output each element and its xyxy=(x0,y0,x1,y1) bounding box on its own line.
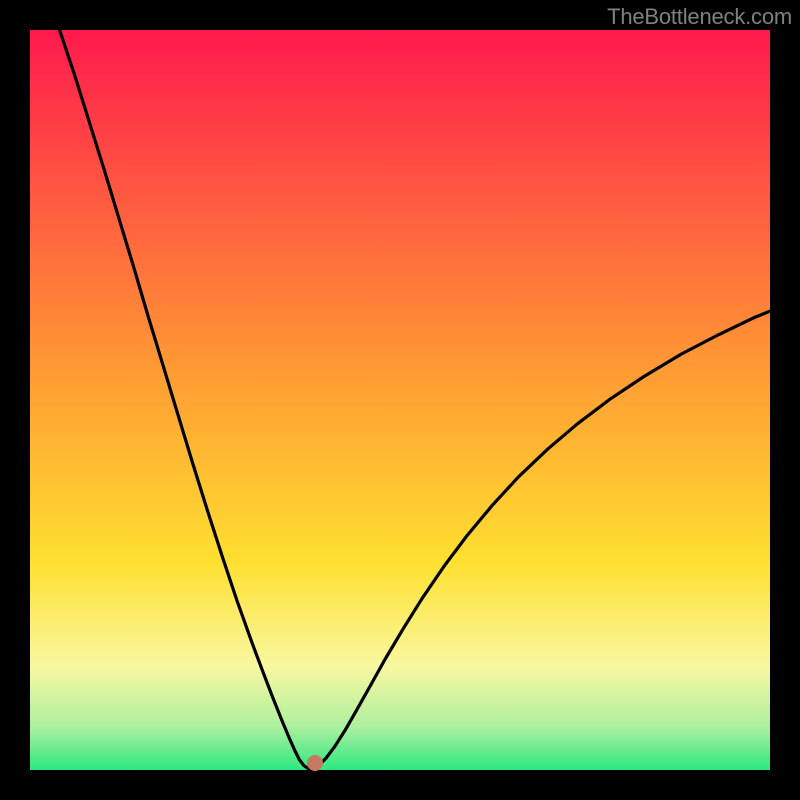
bottleneck-curve xyxy=(60,30,770,769)
optimal-point-marker xyxy=(307,755,323,771)
watermark-text: TheBottleneck.com xyxy=(607,4,792,30)
curve-svg xyxy=(0,0,800,800)
chart-container: { "watermark": { "text": "TheBottleneck.… xyxy=(0,0,800,800)
